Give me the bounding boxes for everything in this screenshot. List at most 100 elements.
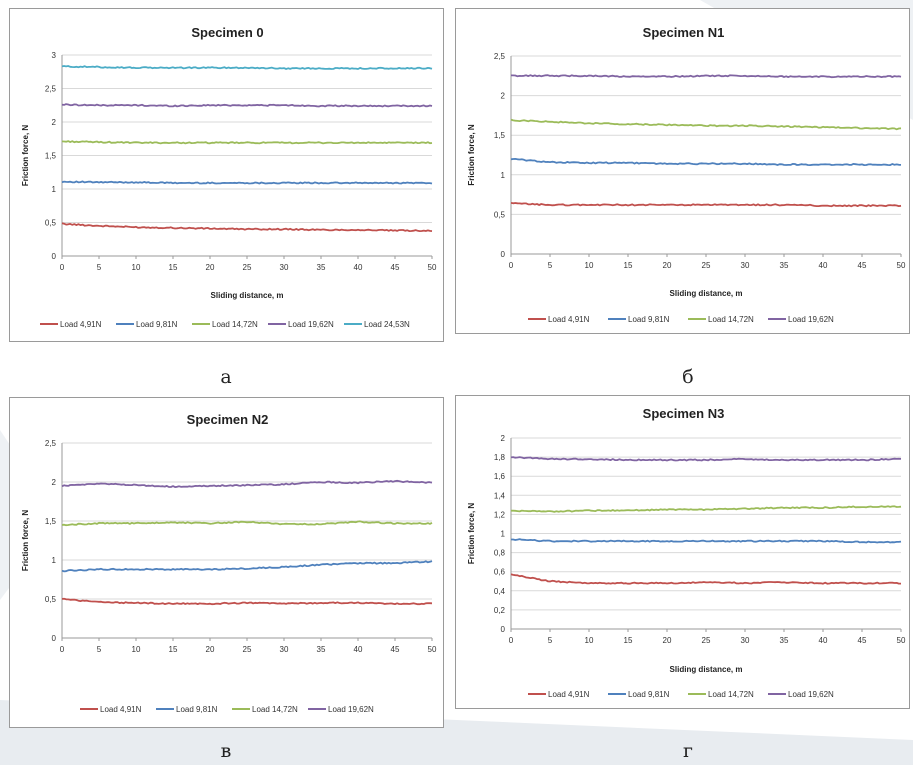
x-tick-label: 15: [169, 645, 178, 654]
chart-panel-specimen-n2: Specimen N2 0 0,5 1 1,5 2 2,5 0 5 10 15 20 25 30 35 40 4…: [9, 397, 444, 728]
y-tick-label: 0,4: [494, 587, 506, 596]
x-tick-label: 35: [317, 263, 326, 272]
x-tick-label: 20: [663, 636, 672, 645]
x-tick-label: 50: [428, 645, 437, 654]
legend-label: Load 19,62N: [288, 320, 334, 329]
x-tick-label: 50: [897, 636, 906, 645]
y-tick-label: 2: [52, 478, 57, 487]
chart-title: Specimen N3: [643, 406, 725, 421]
y-tick-label: 1,8: [494, 453, 506, 462]
y-tick-label: 0: [501, 250, 506, 259]
caption-b: б: [682, 366, 694, 388]
y-tick-label: 0,5: [45, 595, 57, 604]
y-tick-label: 0,8: [494, 549, 506, 558]
x-tick-label: 45: [391, 263, 400, 272]
x-tick-label: 0: [60, 263, 65, 272]
legend-label: Load 19,62N: [788, 315, 834, 324]
x-tick-label: 25: [243, 645, 252, 654]
y-tick-label: 0: [501, 625, 506, 634]
x-tick-label: 5: [548, 261, 553, 270]
series-line: [510, 456, 902, 462]
x-tick-label: 5: [97, 645, 102, 654]
series-line: [510, 202, 902, 208]
x-tick-label: 35: [780, 636, 789, 645]
y-tick-label: 2,5: [494, 52, 506, 61]
x-tick-label: 15: [624, 636, 633, 645]
y-tick-label: 2,5: [45, 85, 57, 94]
y-tick-label: 1,5: [494, 131, 506, 140]
y-tick-label: 0,5: [494, 210, 506, 219]
series-line: [61, 520, 433, 527]
x-tick-label: 5: [97, 263, 102, 272]
x-tick-label: 45: [858, 261, 867, 270]
legend-label: Load 14,72N: [708, 315, 754, 324]
legend-label: Load 4,91N: [548, 315, 590, 324]
y-tick-label: 0: [52, 634, 57, 643]
series-line: [510, 118, 902, 131]
x-tick-label: 20: [663, 261, 672, 270]
y-tick-label: 1: [52, 185, 57, 194]
legend-label: Load 9,81N: [176, 705, 218, 714]
y-tick-label: 2: [501, 434, 506, 443]
series-line: [61, 103, 433, 108]
legend-label: Load 4,91N: [60, 320, 102, 329]
caption-a: а: [220, 366, 232, 388]
x-tick-label: 30: [741, 261, 750, 270]
legend-label: Load 14,72N: [252, 705, 298, 714]
chart-title: Specimen N1: [643, 25, 725, 40]
y-tick-label: 1: [501, 530, 506, 539]
series-line: [61, 140, 433, 145]
x-tick-label: 30: [280, 263, 289, 272]
y-tick-label: 2: [52, 118, 57, 127]
x-tick-label: 25: [702, 636, 711, 645]
legend-label: Load 4,91N: [100, 705, 142, 714]
series-line: [61, 560, 433, 573]
caption-v: в: [220, 740, 232, 762]
series-line: [61, 479, 433, 488]
x-tick-label: 10: [132, 263, 141, 272]
series-line: [61, 180, 433, 185]
legend-label: Load 19,62N: [788, 690, 834, 699]
chart-panel-specimen-0: Specimen 0 0 0,5 1 1,5 2 2,5 3 0 5 10 15 20 25 30 35 40 4…: [9, 8, 444, 342]
chart-title: Specimen 0: [191, 25, 263, 40]
legend-label: Load 24,53N: [364, 320, 410, 329]
chart-title: Specimen N2: [187, 412, 269, 427]
legend-label: Load 4,91N: [548, 690, 590, 699]
y-axis-label: Friction force, N: [21, 510, 30, 572]
x-tick-label: 20: [206, 263, 215, 272]
series-line: [61, 65, 433, 70]
y-axis-label: Friction force, N: [467, 124, 476, 186]
x-tick-label: 0: [509, 636, 514, 645]
x-axis-label: Sliding distance, m: [670, 289, 743, 298]
y-tick-label: 0: [52, 252, 57, 261]
y-tick-label: 0,2: [494, 606, 506, 615]
series-line: [510, 573, 901, 585]
chart-svg: Specimen N1 0 0,5 1 1,5 2 2,5 0 5 10 15 20 25 30 35 40 4…: [467, 25, 906, 324]
x-tick-label: 25: [243, 263, 252, 272]
y-tick-label: 1: [52, 556, 57, 565]
series-line: [510, 157, 902, 167]
x-axis-label: Sliding distance, m: [211, 291, 284, 300]
y-tick-label: 0,5: [45, 219, 57, 228]
x-tick-label: 40: [354, 263, 363, 272]
y-tick-label: 1: [501, 171, 506, 180]
chart-panel-specimen-n3: Specimen N3 0 0,2 0,4 0,6 0,8 1 1,2 1,4 1,6 1,8 2 0 5…: [455, 395, 910, 709]
x-tick-label: 40: [819, 636, 828, 645]
series-line: [61, 222, 433, 233]
series-line: [511, 74, 902, 79]
y-tick-label: 2: [501, 92, 506, 101]
legend-label: Load 9,81N: [628, 315, 670, 324]
x-tick-label: 10: [585, 636, 594, 645]
y-tick-label: 1,5: [45, 517, 57, 526]
legend-label: Load 9,81N: [136, 320, 178, 329]
y-tick-label: 1,4: [494, 491, 506, 500]
legend-label: Load 9,81N: [628, 690, 670, 699]
legend-label: Load 14,72N: [212, 320, 258, 329]
x-tick-label: 40: [819, 261, 828, 270]
y-tick-label: 2,5: [45, 439, 57, 448]
x-tick-label: 45: [391, 645, 400, 654]
x-axis-label: Sliding distance, m: [670, 665, 743, 674]
series-line: [61, 597, 433, 606]
y-tick-label: 1,2: [494, 510, 506, 519]
